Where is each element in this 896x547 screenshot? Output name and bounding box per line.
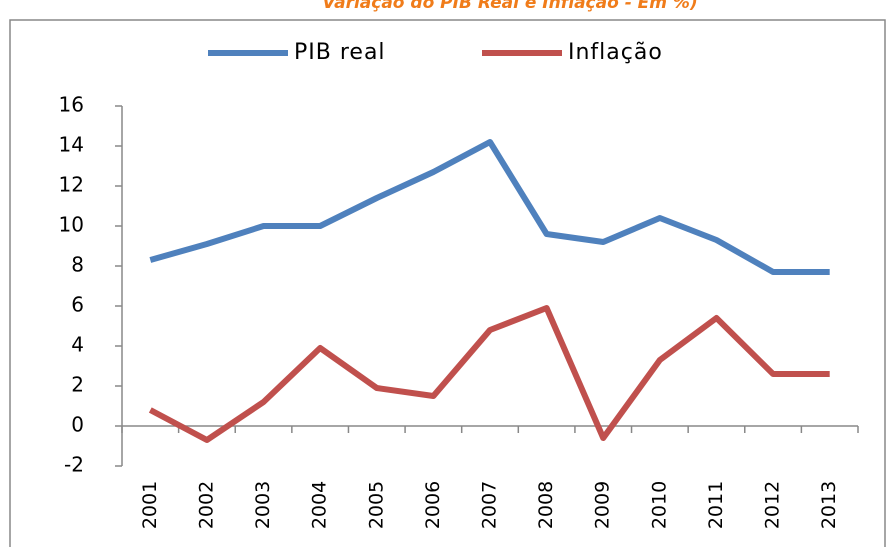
- y-tick-label: 8: [71, 253, 84, 277]
- chart-frame: [9, 19, 886, 547]
- x-tick-label: 2012: [762, 481, 784, 529]
- y-tick-label: 6: [71, 293, 84, 317]
- legend-label: Inflação: [568, 40, 663, 65]
- y-tick-label: 16: [59, 93, 84, 117]
- x-tick-label: 2005: [365, 481, 387, 529]
- x-tick-label: 2010: [648, 481, 670, 529]
- line-series: [149, 139, 830, 275]
- y-tick-label: 4: [71, 333, 84, 357]
- y-tick-label: 14: [59, 133, 84, 157]
- y-tick-label: 2: [71, 373, 84, 397]
- x-tick-label: 2013: [818, 481, 840, 529]
- chart-title: Variação do PIB Real e Inflação - Em %): [322, 0, 697, 13]
- legend-label: PIB real: [294, 40, 386, 65]
- x-tick-label: 2008: [535, 481, 557, 529]
- y-tick-label: 10: [59, 213, 84, 237]
- y-tick-label: -2: [64, 453, 84, 477]
- x-tick-label: 2007: [479, 481, 501, 529]
- line-series: [148, 305, 830, 443]
- x-tick-label: 2001: [139, 481, 161, 529]
- x-tick-label: 2011: [705, 481, 727, 529]
- x-tick-label: 2006: [422, 481, 444, 529]
- x-tick-label: 2009: [592, 481, 614, 529]
- x-tick-label: 2002: [195, 481, 217, 529]
- x-tick-label: 2003: [252, 481, 274, 529]
- y-tick-label: 0: [71, 413, 84, 437]
- y-tick-label: 12: [59, 173, 84, 197]
- x-tick-label: 2004: [309, 481, 331, 529]
